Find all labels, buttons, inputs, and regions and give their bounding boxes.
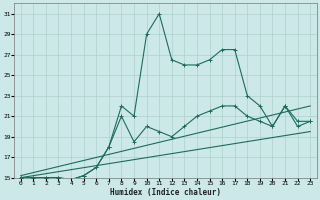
X-axis label: Humidex (Indice chaleur): Humidex (Indice chaleur): [110, 188, 221, 197]
